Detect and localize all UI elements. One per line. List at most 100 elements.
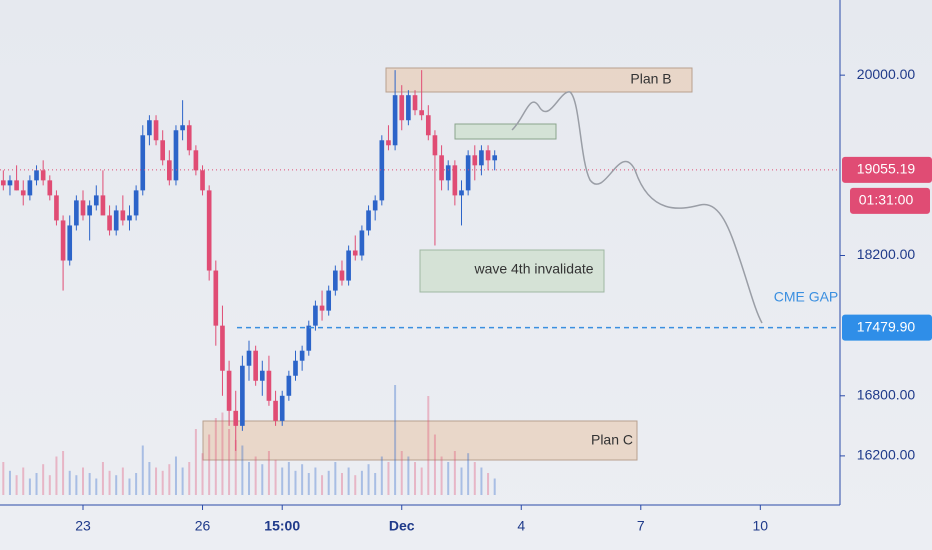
volume-bar [374, 473, 377, 495]
candle-body [34, 170, 39, 181]
volume-bar [307, 473, 310, 495]
candle-body [80, 200, 86, 216]
volume-bar [35, 473, 38, 495]
candle-body [0, 180, 6, 186]
cme-gap-tag [842, 314, 932, 341]
volume-bar [128, 478, 131, 495]
candle-body [452, 165, 458, 196]
volume-bar [420, 467, 423, 495]
volume-bar [168, 464, 171, 495]
volume-bar [248, 462, 251, 495]
volume-bar [427, 396, 430, 495]
volume-bar [347, 467, 350, 495]
volume-bar [287, 462, 290, 495]
volume-bar [473, 462, 476, 495]
candle-body [167, 160, 172, 181]
last-price-label: 19055.19 [857, 161, 916, 177]
candle-body [120, 210, 126, 221]
candle-body [392, 95, 398, 146]
candle-body [326, 290, 332, 311]
candle-body [193, 150, 199, 171]
candle-body [153, 120, 159, 141]
volume-bar [28, 478, 31, 495]
volume-bar [294, 470, 297, 495]
volume-bar [201, 453, 204, 495]
volume-bar [155, 467, 158, 495]
volume-bar [188, 462, 191, 495]
x-tick-label: 23 [75, 518, 91, 534]
volume-bar [267, 451, 270, 495]
volume-bar [460, 467, 463, 495]
candle-body [293, 360, 298, 376]
candle-body [432, 135, 438, 156]
volume-bar [75, 475, 78, 495]
candle-body [133, 190, 139, 216]
candle-body [206, 190, 212, 271]
volume-bar [407, 456, 410, 495]
candle-body [399, 95, 405, 121]
x-tick-label: 26 [195, 518, 211, 534]
candle-body [100, 195, 106, 216]
x-tick-label: 15:00 [264, 518, 300, 534]
candle-body [186, 125, 192, 151]
y-tick-label: 20000.00 [857, 66, 916, 82]
candle-body [279, 395, 285, 421]
volume-bar [161, 470, 164, 495]
volume-bar [487, 473, 490, 495]
candle-body [74, 200, 79, 226]
cme-gap-value: 17479.90 [857, 318, 916, 334]
volume-bar [55, 456, 58, 495]
candle-body [7, 180, 13, 186]
candle-body [20, 190, 26, 196]
volume-bar [95, 478, 98, 495]
target-box [454, 123, 557, 140]
y-tick-label: 18200.00 [857, 246, 916, 262]
volume-bar [394, 385, 397, 495]
volume-bar [340, 473, 343, 495]
candle-body [67, 225, 73, 261]
candle-body [419, 110, 424, 116]
candle-body [47, 180, 53, 196]
candle-body [246, 350, 252, 366]
candle-body [253, 350, 258, 381]
volume-bar [254, 456, 257, 495]
volume-bar [453, 451, 456, 495]
candle-body [127, 215, 132, 221]
volume-bar [480, 467, 483, 495]
volume-bar [2, 462, 5, 495]
volume-bar [327, 470, 330, 495]
candle-body [319, 305, 325, 311]
volume-bar [493, 478, 496, 495]
volume-bar [440, 456, 443, 495]
volume-bar [101, 462, 104, 495]
volume-bar [274, 459, 277, 495]
cme-gap-label: CME GAP [774, 289, 839, 305]
volume-bar [214, 418, 217, 495]
candle-body [87, 205, 92, 216]
y-tick-label: 16200.00 [857, 447, 916, 463]
candle-body [472, 155, 478, 166]
candle-body [379, 140, 385, 201]
volume-bar [181, 467, 184, 495]
candle-body [113, 210, 119, 231]
candle-body [425, 115, 431, 136]
volume-bar [174, 456, 177, 495]
candle-body [27, 180, 33, 196]
candle-body [445, 165, 451, 181]
candle-body [479, 150, 484, 166]
volume-bar [467, 453, 470, 495]
candle-body [359, 230, 365, 256]
candle-body [492, 155, 498, 161]
plan-b-box [385, 67, 693, 93]
volume-bar [208, 434, 211, 495]
candle-body [313, 305, 318, 326]
volume-bar [115, 475, 118, 495]
volume-bar [22, 467, 25, 495]
candle-body [266, 370, 272, 401]
candle-body [333, 270, 338, 291]
volume-bar [387, 462, 390, 495]
volume-bar [241, 445, 244, 495]
volume-bar [354, 475, 357, 495]
volume-bar [414, 462, 417, 495]
